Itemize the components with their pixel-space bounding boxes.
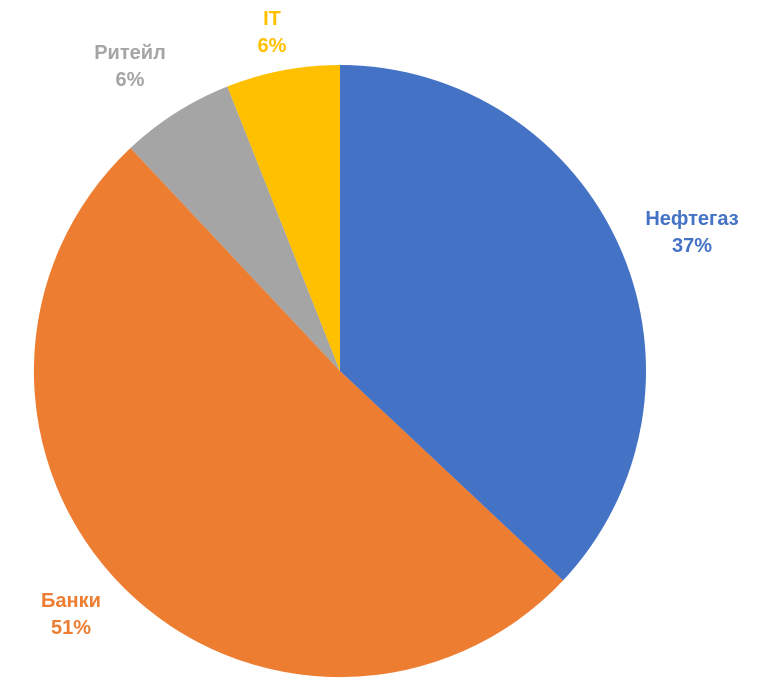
pie-slice-2 (130, 86, 340, 372)
slice-label-retail-name: Ритейл (94, 42, 166, 64)
slice-label-it-name: IT (263, 8, 281, 30)
pie-slice-0 (340, 65, 646, 581)
slice-label-banks-percent: 51% (50, 617, 92, 639)
slice-label-oilgas-name: Нефтегаз (645, 208, 739, 230)
slice-label-oilgas-percent: 37% (671, 235, 713, 257)
slice-label-oilgas: Нефтегаз 37% (645, 206, 738, 260)
slice-label-retail-percent: 6% (115, 69, 145, 91)
slice-label-retail: Ритейл 6% (94, 40, 166, 94)
pie-slice-1 (33, 147, 564, 678)
slice-label-it: IT 6% (258, 6, 287, 60)
slice-label-banks: Банки 51% (41, 588, 101, 642)
slice-label-banks-name: Банки (41, 590, 101, 612)
pie-slice-3 (227, 65, 340, 371)
slice-label-it-percent: 6% (257, 35, 287, 57)
